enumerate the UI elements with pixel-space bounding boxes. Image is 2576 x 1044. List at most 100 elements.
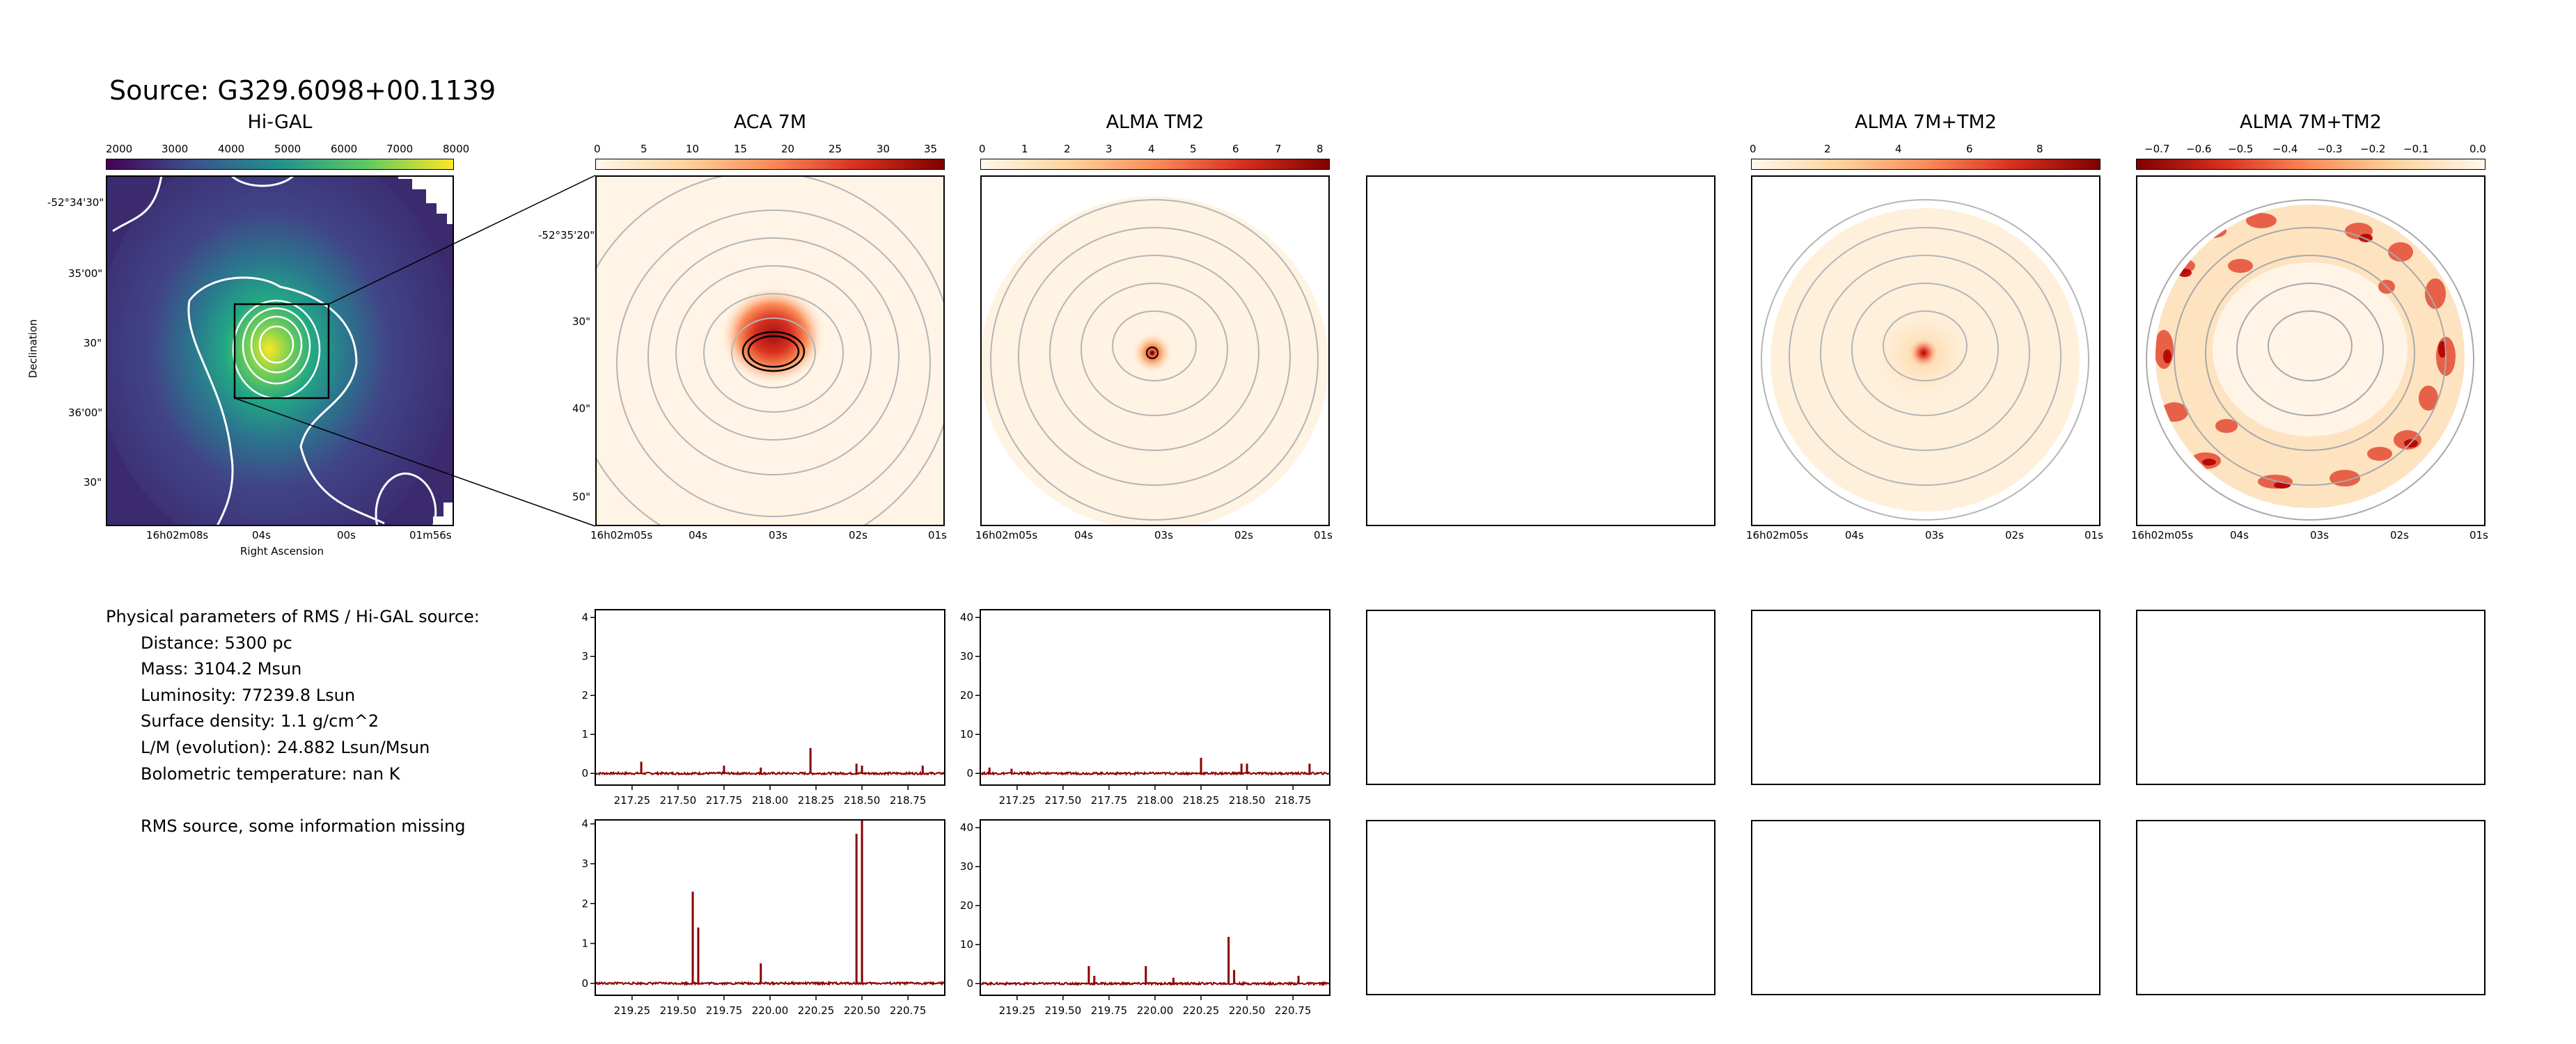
xtick-label: 04s [1074,529,1093,541]
ytick-label: 10 [960,728,973,741]
surface-density-text: Surface density: 1.1 g/cm^2 [141,711,379,731]
xtick-label: 218.75 [1275,794,1312,807]
cbar-tick: 4 [1895,143,1902,155]
xtick-label: 03s [1154,529,1173,541]
ytick-label: 30" [84,337,102,349]
xtick-label: 04s [2230,529,2249,541]
cbar-tick: 35 [924,143,938,155]
empty-map-panel [1366,175,1715,526]
ytick-label: 50" [572,491,590,503]
ytick-label: 20 [960,899,973,912]
ytick-label: 20 [960,689,973,702]
xtick-label: 00s [337,529,356,541]
ytick-label: 3 [581,650,588,663]
combo-colorbar [1751,159,2100,170]
xtick-label: 220.50 [1229,1004,1266,1017]
empty-spectrum-panel [2136,820,2485,995]
cbar-tick: 2 [1824,143,1831,155]
xtick-label: 04s [252,529,271,541]
ytick-label: 30 [960,650,973,663]
xtick-label: 217.75 [706,794,743,807]
spectrum-baseline [980,770,1330,776]
ytick-label: 1 [581,728,588,741]
xtick-label: 218.50 [1229,794,1266,807]
cbar-tick: 25 [828,143,842,155]
xtick-label: 217.25 [999,794,1036,807]
xtick-label: 218.75 [890,794,927,807]
cbar-tick: 0 [979,143,986,155]
cbar-tick: −0.2 [2360,143,2386,155]
physical-heading: Physical parameters of RMS / Hi-GAL sour… [106,607,480,626]
mass-text: Mass: 3104.2 Msun [141,659,302,679]
cbar-tick: 4 [1148,143,1155,155]
tm2-title: ALMA TM2 [1106,111,1204,133]
cbar-tick: 10 [686,143,700,155]
spectrum-aca-lower: 217.25 217.50 217.75 218.00 218.25 218.50 218.… [581,609,945,807]
cbar-tick: −0.5 [2228,143,2254,155]
aca7m-colorbar [595,159,945,170]
xtick-label: 217.25 [614,794,651,807]
xtick-label: 220.75 [1275,1004,1312,1017]
xtick-label: 16h02m08s [146,529,209,541]
spectrum-tm2-upper: 219.25 219.50 219.75 220.00 220.25 220.50 220.… [960,819,1330,1017]
xtick-label: 218.25 [798,794,835,807]
spectrum-aca-upper: 219.25 219.50 219.75 220.00 220.25 220.50 220.… [581,818,945,1017]
xtick-label: 03s [2310,529,2329,541]
xtick-label: 217.50 [660,794,697,807]
ytick-label: 30" [572,315,590,328]
xtick-label: 16h02m05s [2131,529,2194,541]
xtick-label: 02s [2390,529,2409,541]
higal-map [106,175,454,526]
cbar-tick: 8 [1317,143,1324,155]
xtick-label: 219.25 [999,1004,1036,1017]
combo-neg-title: ALMA 7M+TM2 [2240,111,2382,133]
cbar-tick: 3000 [162,143,189,155]
cbar-tick: 8 [2036,143,2043,155]
empty-spectrum-panel [1751,610,2100,785]
spectrum-tm2-lower: 217.25 217.50 217.75 218.00 218.25 218.50 218.… [960,609,1330,807]
cbar-tick: 3 [1106,143,1113,155]
ytick-label: -52°34'30" [47,196,104,209]
xtick-label: 217.75 [1091,794,1128,807]
ytick-label: 35'00" [68,267,103,280]
ytick-label: 1 [581,938,588,950]
ytick-label: 40" [572,402,590,415]
xtick-label: 16h02m05s [975,529,1038,541]
cbar-tick: 6 [1232,143,1239,155]
cbar-tick: 6000 [331,143,358,155]
cbar-tick: 0 [1750,143,1757,155]
spectrum-frame [595,819,945,996]
empty-spectrum-panel [1366,610,1715,785]
cbar-tick: 5000 [274,143,301,155]
xtick-label: 217.50 [1045,794,1082,807]
empty-spectrum-panel [1366,820,1715,995]
ytick-label: 2 [581,689,588,702]
xtick-label: 03s [769,529,787,541]
spectrum-frame [980,609,1330,786]
empty-spectrum-panel [1751,820,2100,995]
ytick-label: 0 [966,977,973,990]
xtick-label: 01s [928,529,947,541]
ytick-label: -52°35'20" [538,229,595,242]
cbar-tick: −0.6 [2186,143,2212,155]
higal-title: Hi-GAL [247,111,313,133]
cbar-tick: 30 [877,143,890,155]
spectrum-baseline [980,980,1330,987]
cbar-tick: 0.0 [2469,143,2486,155]
spectrum-frame [980,819,1330,996]
xtick-label: 219.75 [1091,1004,1128,1017]
xtick-label: 01s [2469,529,2488,541]
ytick-label: 3 [581,857,588,870]
ytick-label: 10 [960,938,973,951]
tbol-text: Bolometric temperature: nan K [141,764,400,784]
xtick-label: 218.25 [1183,794,1220,807]
lm-text: L/M (evolution): 24.882 Lsun/Msun [141,738,430,757]
xtick-label: 02s [2005,529,2024,541]
xtick-label: 218.00 [1137,794,1174,807]
higal-colorbar [106,159,454,170]
ytick-label: 30" [84,476,102,489]
ytick-label: 40 [960,821,973,834]
cbar-tick: −0.1 [2403,143,2429,155]
spectrum-baseline [595,770,945,777]
ytick-label: 30 [960,860,973,873]
